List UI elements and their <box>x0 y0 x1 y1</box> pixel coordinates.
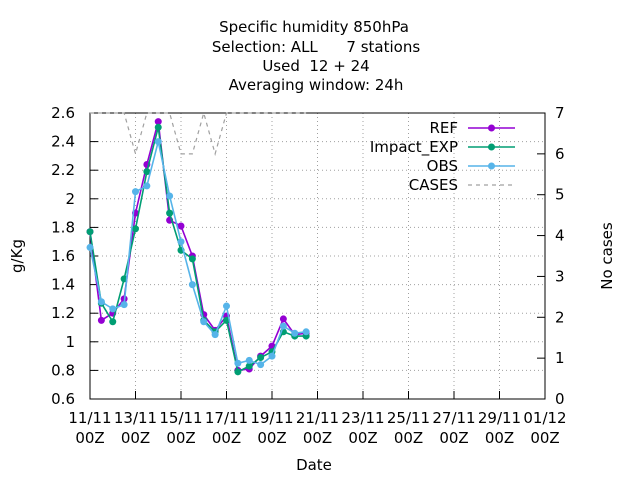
x-tick-label: 13/11 00Z <box>114 409 157 447</box>
data-point <box>188 255 196 263</box>
data-point <box>279 322 287 330</box>
y2-tick-label: 7 <box>555 104 565 122</box>
chart-title: Used 12 + 24 <box>262 57 369 75</box>
x-tick-label: 15/11 00Z <box>159 409 202 447</box>
data-point <box>154 138 162 146</box>
data-point <box>120 301 128 309</box>
chart-title: Specific humidity 850hPa <box>219 18 409 36</box>
y2-tick-label: 4 <box>555 227 565 245</box>
x-tick-label: 11/11 00Z <box>68 409 111 447</box>
data-point <box>177 222 185 230</box>
data-point <box>200 318 208 326</box>
data-point <box>109 318 117 326</box>
data-point <box>132 225 139 233</box>
series-line <box>89 127 307 374</box>
data-point <box>245 362 253 370</box>
data-point <box>257 361 265 369</box>
x-tick-label: 27/11 00Z <box>432 409 475 447</box>
data-point <box>245 356 253 364</box>
y2-tick-label: 5 <box>555 186 565 204</box>
data-point <box>154 123 162 131</box>
y-tick-label: 1.8 <box>51 218 75 236</box>
data-point <box>86 228 94 236</box>
data-point <box>132 188 139 196</box>
data-point <box>268 352 276 360</box>
x-tick-label: 25/11 00Z <box>387 409 430 447</box>
y-tick-label: 1 <box>65 333 75 351</box>
y-tick-label: 1.2 <box>51 304 75 322</box>
data-point <box>188 281 196 289</box>
data-point <box>109 305 117 313</box>
y-tick-label: 2.2 <box>51 161 75 179</box>
x-axis-label: Date <box>296 456 332 474</box>
legend-label: Impact_EXP <box>370 138 458 157</box>
x-tick-label: 19/11 00Z <box>250 409 293 447</box>
data-point <box>234 368 242 376</box>
x-tick-label: 01/12 00Z <box>523 409 566 447</box>
x-tick-label: 21/11 00Z <box>296 409 339 447</box>
data-point <box>97 316 105 324</box>
data-point <box>211 331 219 339</box>
legend-label: OBS <box>427 157 458 175</box>
series-line <box>89 121 307 372</box>
data-point <box>223 302 230 310</box>
y2-axis-label: No cases <box>598 222 616 290</box>
x-tick-label: 17/11 00Z <box>205 409 248 447</box>
y-axis-label: g/Kg <box>8 239 26 273</box>
y-tick-label: 0.6 <box>51 390 75 408</box>
legend-label: REF <box>429 119 458 137</box>
series-line <box>89 141 307 366</box>
series-line <box>90 110 307 157</box>
legend-label: CASES <box>409 176 458 194</box>
y-tick-label: 2 <box>65 190 75 208</box>
data-point <box>97 298 105 306</box>
plot-frame <box>89 112 546 400</box>
data-point <box>166 192 174 200</box>
legend-marker <box>488 162 495 170</box>
x-tick-label: 23/11 00Z <box>341 409 384 447</box>
y-tick-label: 2.4 <box>51 133 75 151</box>
data-point <box>257 354 265 362</box>
legend-marker <box>488 124 495 132</box>
y2-tick-label: 3 <box>555 267 565 285</box>
data-point <box>166 209 174 217</box>
data-point <box>279 315 287 323</box>
y-tick-label: 1.4 <box>51 276 75 294</box>
data-point <box>143 168 151 176</box>
y-tick-label: 2.6 <box>51 104 75 122</box>
y2-tick-label: 0 <box>555 390 565 408</box>
y2-tick-label: 6 <box>555 145 565 163</box>
data-point <box>234 359 242 367</box>
chart-title: Averaging window: 24h <box>229 76 404 94</box>
data-point <box>86 243 94 251</box>
x-tick-label: 29/11 00Z <box>478 409 521 447</box>
y-tick-label: 1.6 <box>51 247 75 265</box>
data-point <box>143 182 151 190</box>
data-point <box>177 238 185 246</box>
y-tick-label: 0.8 <box>51 361 75 379</box>
data-point <box>302 328 310 336</box>
legend-marker <box>488 143 495 151</box>
data-point <box>154 118 162 126</box>
data-point <box>291 329 299 337</box>
chart-title: Selection: ALL 7 stations <box>212 38 420 56</box>
y2-tick-label: 1 <box>555 349 565 367</box>
y2-tick-label: 2 <box>555 308 565 326</box>
